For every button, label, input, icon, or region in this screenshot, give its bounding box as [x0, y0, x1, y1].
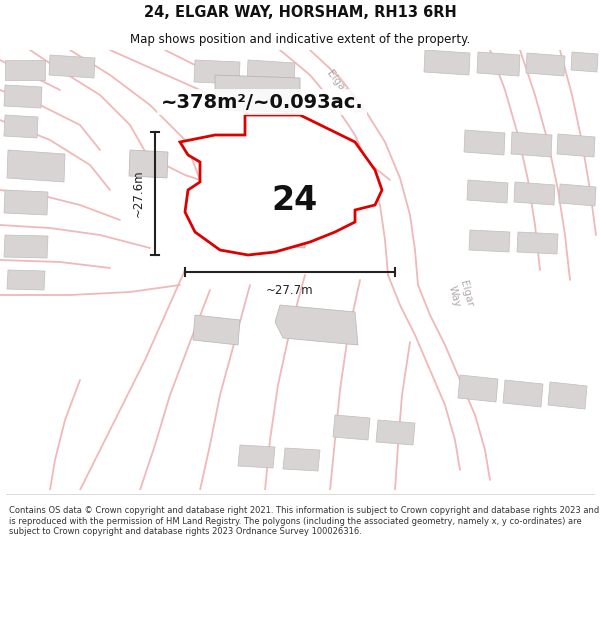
Text: 24, ELGAR WAY, HORSHAM, RH13 6RH: 24, ELGAR WAY, HORSHAM, RH13 6RH: [143, 5, 457, 20]
Polygon shape: [477, 52, 520, 76]
Polygon shape: [180, 115, 382, 255]
Polygon shape: [376, 420, 415, 445]
Polygon shape: [469, 230, 510, 252]
Polygon shape: [7, 270, 45, 290]
Polygon shape: [4, 235, 48, 258]
Polygon shape: [4, 115, 38, 138]
Text: ~378m²/~0.093ac.: ~378m²/~0.093ac.: [161, 92, 364, 111]
Polygon shape: [7, 150, 65, 182]
Polygon shape: [548, 382, 587, 409]
Text: ~27.6m: ~27.6m: [132, 169, 145, 217]
Polygon shape: [511, 132, 552, 157]
Polygon shape: [129, 150, 168, 178]
Polygon shape: [4, 85, 42, 108]
Text: Elgar Way: Elgar Way: [325, 68, 365, 116]
Polygon shape: [526, 53, 565, 76]
Polygon shape: [503, 380, 543, 407]
Polygon shape: [559, 184, 596, 206]
Polygon shape: [571, 52, 598, 72]
Polygon shape: [4, 190, 48, 215]
Polygon shape: [458, 375, 498, 402]
Polygon shape: [247, 60, 295, 85]
Polygon shape: [49, 55, 95, 78]
Polygon shape: [275, 305, 358, 345]
Polygon shape: [424, 50, 470, 75]
Text: Map shows position and indicative extent of the property.: Map shows position and indicative extent…: [130, 34, 470, 46]
Polygon shape: [517, 232, 558, 254]
Polygon shape: [283, 448, 320, 471]
Text: ~27.7m: ~27.7m: [266, 284, 314, 297]
Polygon shape: [194, 60, 240, 84]
Text: Contains OS data © Crown copyright and database right 2021. This information is : Contains OS data © Crown copyright and d…: [9, 506, 599, 536]
Polygon shape: [467, 180, 508, 203]
Polygon shape: [215, 75, 300, 112]
Polygon shape: [464, 130, 505, 155]
Polygon shape: [5, 60, 45, 80]
Text: 24: 24: [272, 184, 318, 216]
Polygon shape: [193, 315, 240, 345]
Polygon shape: [333, 415, 370, 440]
Text: Elgar
Way: Elgar Way: [446, 279, 474, 311]
Polygon shape: [230, 185, 310, 248]
Polygon shape: [238, 445, 275, 468]
Polygon shape: [557, 134, 595, 157]
Polygon shape: [514, 182, 555, 205]
